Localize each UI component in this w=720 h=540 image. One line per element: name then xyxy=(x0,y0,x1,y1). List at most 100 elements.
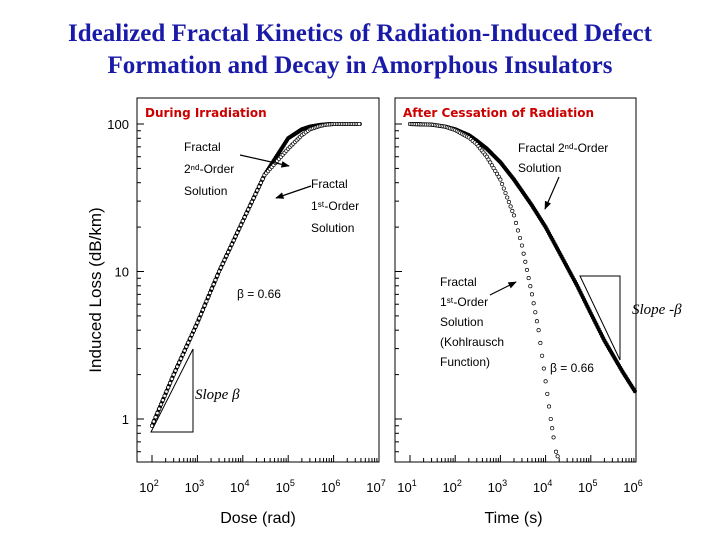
data-point xyxy=(235,230,240,235)
data-point xyxy=(186,340,191,345)
data-point xyxy=(180,352,185,357)
x-tick-label: 104 xyxy=(230,478,249,495)
annotation-line: 1ˢᵗ-Order xyxy=(311,199,359,213)
data-point xyxy=(529,292,535,297)
data-point xyxy=(524,267,530,272)
data-point xyxy=(255,188,260,193)
data-point xyxy=(528,284,533,289)
arrow-second-order-dose xyxy=(239,154,290,168)
title-line-1: Idealized Fractal Kinetics of Radiation-… xyxy=(68,20,652,47)
data-point xyxy=(541,366,546,371)
data-point xyxy=(184,344,189,349)
annotation-line: Function) xyxy=(440,355,490,369)
data-point xyxy=(551,435,556,440)
annotation-line: 2ⁿᵈ-Order xyxy=(184,162,234,176)
data-point xyxy=(256,184,262,189)
data-point xyxy=(519,243,525,248)
data-point xyxy=(253,192,258,197)
arrow-first-order-time xyxy=(489,281,517,296)
series-first-order xyxy=(149,121,362,428)
y-axis-label: Induced Loss (dB/km) xyxy=(86,207,105,372)
data-point xyxy=(244,211,249,216)
annotation-line: Slope β xyxy=(195,387,240,403)
data-point xyxy=(209,286,214,291)
data-point xyxy=(260,176,265,182)
data-point xyxy=(206,295,211,300)
series-first-order xyxy=(407,121,560,459)
data-point xyxy=(231,238,236,243)
data-point xyxy=(233,234,238,239)
data-point xyxy=(486,157,491,162)
data-point xyxy=(545,391,550,396)
data-point xyxy=(220,261,225,266)
annotation-line: Solution xyxy=(518,161,561,175)
data-point xyxy=(505,195,510,200)
data-point xyxy=(503,190,508,196)
data-point xyxy=(543,379,548,384)
data-point xyxy=(357,121,362,127)
data-point xyxy=(211,282,216,287)
data-point xyxy=(546,404,552,409)
annotation-line: 1ˢᵗ-Order xyxy=(440,295,488,309)
x-tick-label: 105 xyxy=(578,478,597,495)
data-point xyxy=(258,180,263,185)
data-point xyxy=(226,250,231,255)
data-point xyxy=(237,226,242,231)
data-point xyxy=(222,257,227,262)
panel-1: During Irradiation 1 10 100 102 103 104 105 106 1… xyxy=(107,97,386,527)
data-point xyxy=(162,393,167,398)
annotation-slope-time: Slope -β xyxy=(632,302,682,318)
x-tick-label: 102 xyxy=(139,478,158,495)
data-point xyxy=(540,353,545,358)
data-point xyxy=(224,253,229,259)
data-point xyxy=(494,171,500,176)
y-tick-label: 1 xyxy=(122,412,129,427)
data-point xyxy=(500,182,505,187)
data-point xyxy=(249,199,254,204)
slope-triangle-dose xyxy=(150,348,194,433)
data-point xyxy=(213,277,218,283)
data-point xyxy=(491,166,496,171)
data-point xyxy=(227,246,233,251)
data-point xyxy=(247,203,253,208)
data-point xyxy=(511,213,517,218)
data-point xyxy=(536,328,541,333)
data-point xyxy=(517,235,523,241)
slope-triangle-time xyxy=(579,275,621,361)
data-point xyxy=(506,199,511,205)
annotation-line: Solution xyxy=(440,315,483,329)
data-point xyxy=(188,336,193,341)
annotation-line: (Kohlrausch xyxy=(440,335,504,349)
data-point xyxy=(217,269,222,274)
data-point xyxy=(538,340,543,346)
annotation-line: β = 0.66 xyxy=(237,287,281,301)
data-point xyxy=(488,160,493,165)
data-point xyxy=(534,319,539,324)
data-point xyxy=(484,154,489,159)
data-point xyxy=(533,310,538,315)
data-point xyxy=(526,276,531,281)
annotation-beta-time: β = 0.66 xyxy=(550,361,594,375)
data-point xyxy=(160,398,165,403)
arrow-first-order-dose xyxy=(275,185,312,199)
data-point xyxy=(510,208,515,213)
data-point xyxy=(501,186,506,191)
data-point xyxy=(195,320,200,325)
data-point xyxy=(202,303,207,308)
annotation-line: β = 0.66 xyxy=(550,361,594,375)
data-point xyxy=(632,389,637,394)
data-point xyxy=(200,307,205,312)
data-point xyxy=(155,410,160,416)
annotation-line: Fractal xyxy=(311,177,348,191)
data-point xyxy=(238,222,244,227)
data-point xyxy=(173,368,178,373)
data-point xyxy=(153,415,158,420)
x-tick-label: 104 xyxy=(533,478,552,495)
data-point xyxy=(204,299,209,304)
data-point xyxy=(550,426,555,431)
data-point xyxy=(515,228,521,233)
annotation-line: Solution xyxy=(184,184,227,198)
y-tick-label: 10 xyxy=(115,265,129,280)
annotation-second-order-dose: Fractal 2ⁿᵈ-Order Solution xyxy=(184,140,234,198)
annotation-line: Fractal 2ⁿᵈ-Order xyxy=(518,141,608,155)
